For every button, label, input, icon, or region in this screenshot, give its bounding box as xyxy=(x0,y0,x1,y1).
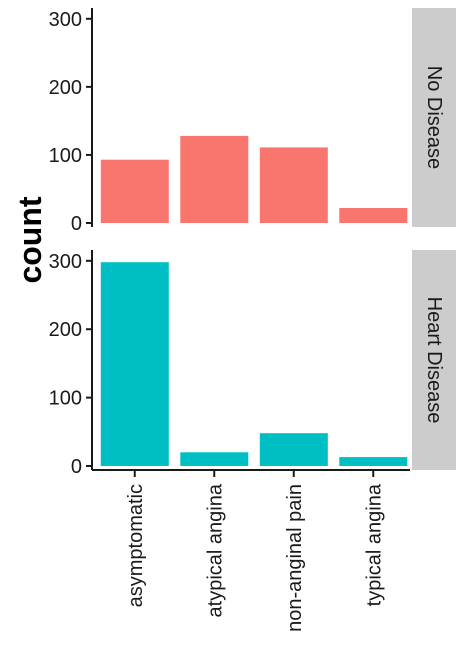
facet-panel-2: 0 100 200 300 Heart Disease xyxy=(49,250,456,478)
bar-non-anginal-pain xyxy=(259,147,328,223)
bar-atypical-angina xyxy=(180,135,249,223)
bar-atypical-angina xyxy=(180,452,249,466)
y-tick-label: 0 xyxy=(71,213,82,235)
y-tick-label: 300 xyxy=(49,9,82,31)
x-axis-ticks: asymptomatic atypical angina non-anginal p… xyxy=(92,469,410,632)
y-tick-label: 0 xyxy=(71,456,82,478)
facet-strip-label: Heart Disease xyxy=(423,297,445,424)
x-tick-label: asymptomatic xyxy=(125,484,147,607)
x-tick-label: non-anginal pain xyxy=(284,484,306,632)
bar-asymptomatic xyxy=(100,159,169,223)
y-axis-label: count xyxy=(12,196,48,283)
bar-non-anginal-pain xyxy=(259,433,328,466)
facet-strip-label: No Disease xyxy=(423,66,445,169)
facet-panel-1: 0 100 200 300 No Disease xyxy=(49,8,456,235)
y-tick-label: 100 xyxy=(49,388,82,410)
bar-typical-angina xyxy=(339,208,408,223)
y-tick-label: 200 xyxy=(49,77,82,99)
x-tick-label: typical angina xyxy=(363,483,385,606)
facet-strip xyxy=(412,8,456,227)
panels-layer: 0 100 200 300 No Disease 0 100 200 300 Heart Dise… xyxy=(49,8,456,478)
y-tick-label: 200 xyxy=(49,319,82,341)
facet-strip xyxy=(412,250,456,470)
y-tick-label: 300 xyxy=(49,251,82,273)
bar-typical-angina xyxy=(339,457,408,466)
x-tick-label: atypical angina xyxy=(204,483,226,617)
y-tick-label: 100 xyxy=(49,145,82,167)
bar-asymptomatic xyxy=(100,262,169,466)
